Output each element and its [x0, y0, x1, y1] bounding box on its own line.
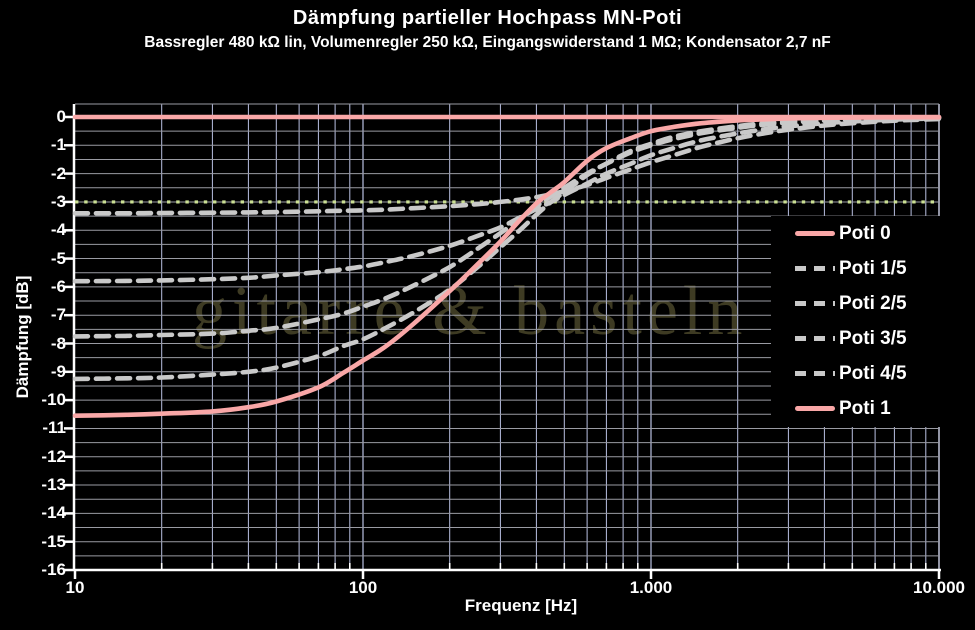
y-tick-label: -9 [50, 361, 66, 381]
x-axis-title: Frequenz [Hz] [464, 596, 578, 615]
chart-subtitle: Bassregler 480 kΩ lin, Volumenregler 250… [144, 34, 831, 51]
legend-line-sample [795, 301, 835, 306]
y-tick-label: -3 [50, 191, 66, 211]
legend: Poti 0 Poti 1/5 Poti 2/5 Poti 3/5 Poti 4/5 Po… [771, 216, 962, 427]
axis-ticks [64, 115, 941, 579]
legend-label: Poti 3/5 [839, 327, 907, 349]
legend-line-sample [795, 231, 835, 236]
series-curve [72, 116, 942, 216]
y-tick-label: -5 [50, 248, 66, 268]
y-tick-label: -12 [41, 446, 66, 466]
y-tick-label: -1 [50, 135, 66, 155]
y-tick-label: -10 [41, 390, 66, 410]
x-tick-label: 100 [348, 578, 378, 597]
legend-item: Poti 4/5 [771, 356, 962, 391]
legend-line-sample [795, 406, 835, 411]
y-tick-label: -6 [50, 276, 66, 296]
x-tick-label: 1.000 [629, 578, 673, 597]
y-tick-label: -14 [41, 503, 66, 523]
y-tick-label: -8 [50, 333, 66, 353]
x-tick-label: 10.000 [913, 578, 965, 597]
y-tick-label: -2 [50, 163, 66, 183]
y-tick-label: 0 [56, 107, 66, 126]
y-tick-label: -13 [41, 475, 66, 495]
chart-title: Dämpfung partieller Hochpass MN-Poti [292, 7, 683, 29]
y-tick-label: -11 [42, 418, 66, 438]
legend-label: Poti 1/5 [839, 257, 907, 279]
legend-line-sample [795, 371, 835, 376]
y-tick-label: -15 [41, 531, 66, 551]
series-curve [72, 114, 942, 418]
y-tick-label: -16 [41, 560, 66, 579]
legend-item: Poti 1 [771, 391, 962, 426]
series-curve [72, 115, 942, 382]
legend-item: Poti 2/5 [771, 286, 962, 321]
legend-label: Poti 2/5 [839, 292, 907, 314]
y-tick-label: -7 [50, 305, 66, 325]
legend-line-sample [795, 266, 835, 271]
legend-line-sample [795, 336, 835, 341]
legend-label: Poti 1 [839, 397, 891, 419]
legend-label: Poti 4/5 [839, 362, 907, 384]
y-tick-label: -4 [50, 220, 66, 240]
legend-item: Poti 0 [771, 216, 962, 251]
legend-item: Poti 1/5 [771, 251, 962, 286]
x-tick-label: 10 [65, 578, 85, 597]
legend-label: Poti 0 [839, 222, 891, 244]
legend-item: Poti 3/5 [771, 321, 962, 356]
